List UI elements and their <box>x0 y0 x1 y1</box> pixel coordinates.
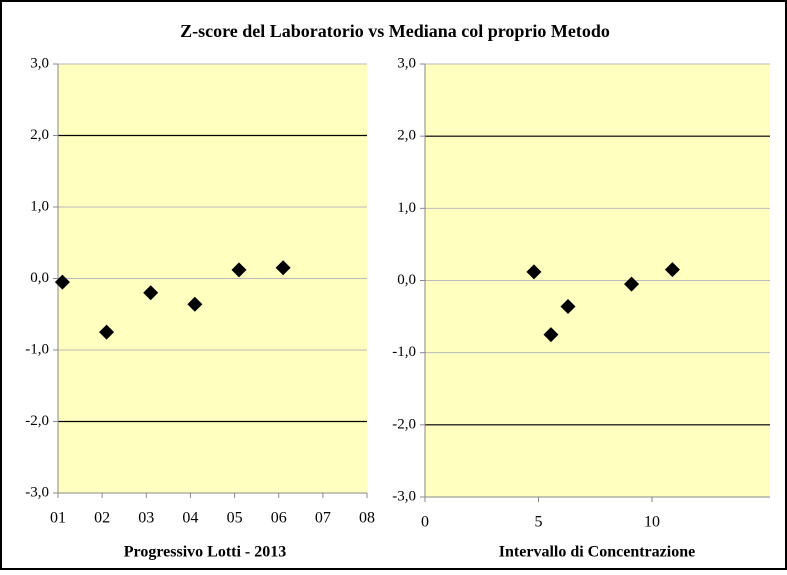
x-tick-label: 5 <box>534 514 542 531</box>
point <box>143 285 159 301</box>
y-tick-label: 2,0 <box>30 127 49 143</box>
chart-title: Z-score del Laboratorio vs Mediana col p… <box>180 21 610 41</box>
x-tick-label: 08 <box>359 510 375 527</box>
y-tick-label: -1,0 <box>392 344 416 360</box>
x-axis-label: Intervallo di Concentrazione <box>499 544 695 561</box>
y-tick-label: 2,0 <box>397 128 416 144</box>
x-tick-label: 01 <box>50 510 66 527</box>
point <box>187 296 203 312</box>
x-tick-label: 04 <box>182 510 198 527</box>
point <box>231 262 247 278</box>
x-tick-label: 07 <box>315 510 331 527</box>
x-tick-label: 10 <box>644 514 660 531</box>
y-tick-label: -3,0 <box>25 484 49 500</box>
y-tick-label: 0,0 <box>30 270 49 286</box>
x-tick-label: 06 <box>271 510 287 527</box>
y-tick-label: -3,0 <box>392 488 416 504</box>
y-tick-label: -2,0 <box>392 416 416 432</box>
y-tick-label: 1,0 <box>30 198 49 214</box>
x-tick-label: 02 <box>94 510 110 527</box>
point <box>275 260 291 276</box>
y-tick-label: 0,0 <box>397 272 416 288</box>
y-tick-label: -2,0 <box>25 413 49 429</box>
y-tick-label: 1,0 <box>397 200 416 216</box>
point <box>526 264 542 280</box>
x-axis-label: Progressivo Lotti - 2013 <box>124 544 287 561</box>
x-tick-label: 05 <box>227 510 243 527</box>
point <box>624 276 640 292</box>
x-tick-label: 0 <box>421 514 429 531</box>
x-tick-label: 03 <box>138 510 154 527</box>
point <box>99 324 115 340</box>
point <box>664 262 680 278</box>
point <box>560 298 576 314</box>
point <box>54 274 70 290</box>
y-tick-label: 3,0 <box>30 55 49 71</box>
y-tick-label: -1,0 <box>25 341 49 357</box>
y-tick-label: 3,0 <box>397 55 416 71</box>
point <box>543 327 559 343</box>
